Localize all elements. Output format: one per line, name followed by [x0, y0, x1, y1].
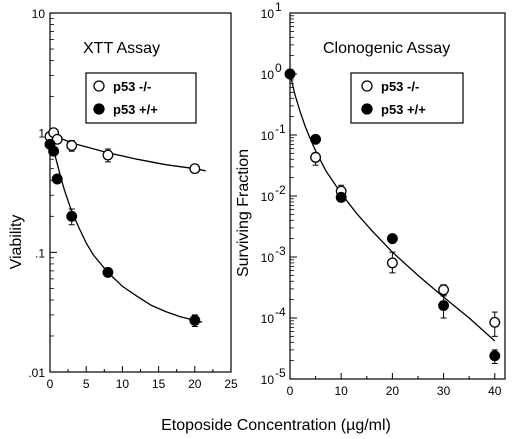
- clonogenic-p53-null-point: [438, 284, 450, 296]
- shared-x-axis-label: Etoposide Concentration (µg/ml): [161, 417, 391, 434]
- clonogenic-x-tick-label: 10: [335, 384, 349, 398]
- xtt-legend-label-p53-null: p53 -/-: [113, 79, 151, 94]
- xtt-p53-wt-point: [102, 266, 114, 278]
- xtt-panel: XTT Assay Viability p53 -/- p53 +/+ 0 5 10…: [8, 7, 238, 391]
- xtt-x-tick-label: 25: [224, 377, 238, 391]
- clonogenic-y-tick-exponent: -4: [275, 305, 286, 319]
- clonogenic-p53-wt-point: [335, 191, 347, 203]
- clonogenic-legend-open-circle-icon: [361, 80, 373, 92]
- clonogenic-y-tick-exponent: -2: [275, 183, 286, 197]
- clonogenic-y-tick-label: 10: [261, 312, 275, 326]
- xtt-y-tick-label: 1: [38, 127, 45, 141]
- xtt-x-tick-label: 5: [83, 377, 90, 391]
- clonogenic-y-tick-exponent: -5: [275, 366, 286, 380]
- xtt-p53-wt-point: [51, 173, 63, 185]
- clonogenic-legend-label-p53-null: p53 -/-: [381, 79, 419, 94]
- xtt-p53-wt-point: [189, 314, 201, 326]
- xtt-legend-filled-circle-icon: [93, 103, 105, 115]
- clonogenic-p53-null-point: [310, 151, 322, 163]
- clonogenic-chart-title: Clonogenic Assay: [323, 40, 450, 57]
- xtt-y-axis-label: Viability: [8, 215, 25, 270]
- clonogenic-legend-label-p53-wt: p53 +/+: [381, 102, 426, 117]
- clonogenic-y-tick-exponent: -3: [275, 244, 286, 258]
- xtt-p53-wt-point: [66, 210, 78, 222]
- clonogenic-x-tick-label: 0: [287, 384, 294, 398]
- xtt-y-tick-label: .01: [28, 366, 45, 380]
- xtt-y-tick-label: .1: [35, 246, 45, 260]
- clonogenic-legend-filled-circle-icon: [361, 103, 373, 115]
- xtt-chart-title: XTT Assay: [83, 40, 160, 57]
- clonogenic-p53-wt-point: [310, 133, 322, 145]
- clonogenic-y-tick-exponent: -1: [275, 122, 286, 136]
- xtt-marks: [44, 127, 206, 328]
- clonogenic-panel: Clonogenic Assay Surviving Fraction p53 …: [235, 0, 506, 398]
- clonogenic-y-tick-label: 10: [261, 68, 275, 82]
- xtt-p53-null-point: [51, 133, 63, 145]
- xtt-p53-null-point: [189, 163, 201, 175]
- xtt-p53-null-fit-line: [49, 133, 206, 172]
- clonogenic-x-tick-label: 20: [386, 384, 400, 398]
- clonogenic-y-axis-label: Surviving Fraction: [235, 149, 252, 277]
- clonogenic-y-tick-label: 10: [261, 251, 275, 265]
- clonogenic-y-tick-label: 10: [261, 7, 275, 21]
- xtt-p53-wt-point: [48, 145, 60, 157]
- clonogenic-marks: [284, 68, 501, 364]
- clonogenic-y-tick-label: 10: [261, 373, 275, 387]
- clonogenic-y-tick-exponent: 0: [275, 61, 282, 75]
- xtt-legend-label-p53-wt: p53 +/+: [113, 102, 158, 117]
- xtt-x-tick-label: 10: [116, 377, 130, 391]
- xtt-x-tick-label: 15: [152, 377, 166, 391]
- clonogenic-x-tick-label: 40: [488, 384, 502, 398]
- xtt-axes: 0 5 10 15 20 25 .01 .1 1 10: [28, 7, 238, 391]
- xtt-p53-null-point: [66, 140, 78, 152]
- clonogenic-plot-frame: [289, 12, 506, 380]
- clonogenic-legend-box: [350, 72, 464, 124]
- xtt-x-tick-label: 20: [188, 377, 202, 391]
- xtt-plot-frame: [49, 12, 232, 373]
- clonogenic-p53-null-point: [489, 316, 501, 328]
- clonogenic-y-tick-exponent: 1: [275, 0, 282, 14]
- clonogenic-p53-wt-point: [386, 233, 398, 245]
- xtt-x-tick-label: 0: [47, 377, 54, 391]
- xtt-p53-null-point: [102, 149, 114, 161]
- xtt-p53-wt-fit-line: [49, 137, 203, 323]
- xtt-legend-open-circle-icon: [93, 80, 105, 92]
- xtt-y-tick-label: 10: [32, 7, 46, 21]
- clonogenic-p53-wt-point: [438, 300, 450, 311]
- clonogenic-p53-wt-point: [489, 350, 501, 362]
- clonogenic-x-tick-label: 30: [437, 384, 451, 398]
- clonogenic-y-tick-label: 10: [261, 190, 275, 204]
- clonogenic-p53-null-point: [386, 257, 398, 269]
- xtt-legend-box: [85, 72, 197, 124]
- clonogenic-y-tick-label: 10: [261, 129, 275, 143]
- clonogenic-p53-wt-point: [284, 68, 296, 80]
